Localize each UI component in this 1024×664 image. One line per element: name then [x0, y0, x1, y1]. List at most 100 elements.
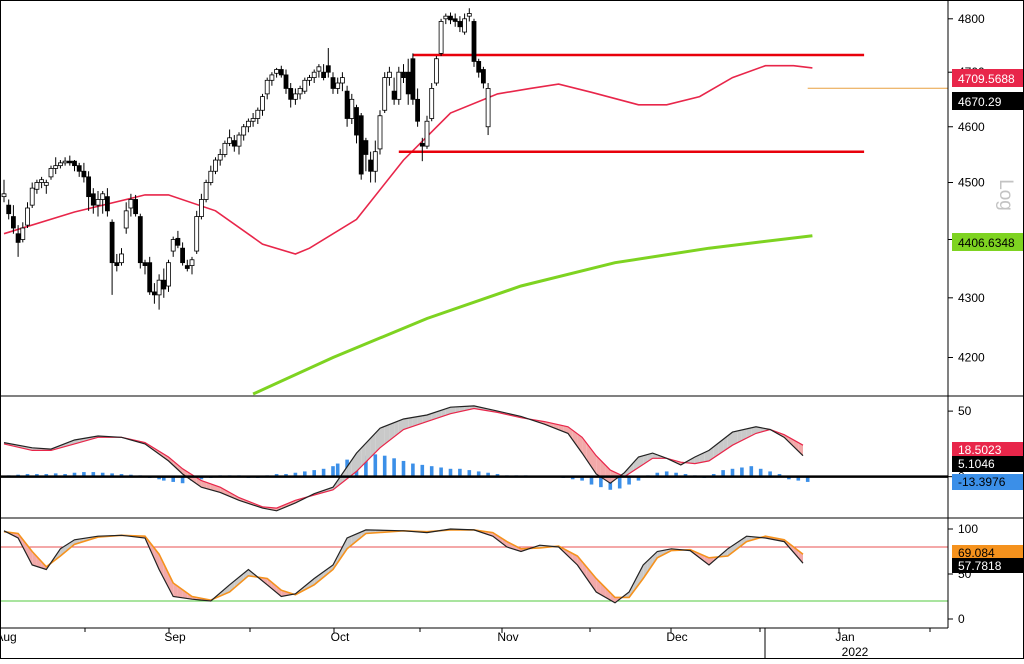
candle-up	[49, 168, 53, 176]
candle-down	[115, 263, 119, 266]
candle-up	[26, 208, 30, 225]
price-value-label: 4670.29	[958, 95, 1002, 109]
candle-down	[279, 70, 283, 75]
candle-up	[251, 118, 255, 121]
candles-group	[2, 8, 490, 309]
candle-down	[402, 72, 406, 77]
hist-bar	[439, 467, 443, 476]
price-panel: 4200430044004500460047004800 4709.568846…	[2, 8, 1024, 394]
candle-up	[256, 110, 260, 118]
candle-up	[467, 14, 471, 17]
stoch-tick-label: 100	[958, 522, 978, 536]
hist-bar	[421, 465, 425, 477]
candle-down	[7, 205, 11, 214]
candle-down	[420, 143, 424, 146]
hist-bar	[750, 466, 754, 476]
x-tick-label: Sep	[164, 630, 186, 644]
hist-bar	[430, 466, 434, 476]
candle-down	[392, 91, 396, 99]
candle-up	[21, 228, 25, 240]
candle-up	[265, 80, 269, 94]
candle-down	[134, 199, 138, 213]
hist-bar	[374, 454, 378, 476]
candle-down	[355, 108, 359, 136]
candle-down	[162, 280, 166, 289]
candle-up	[425, 121, 429, 146]
candle-up	[44, 183, 48, 186]
candle-up	[303, 80, 307, 91]
candle-up	[157, 280, 161, 295]
stoch-k-line	[4, 529, 803, 603]
candle-up	[35, 183, 39, 190]
x-axis: AugSepOctNovDecJan2022	[0, 628, 948, 659]
year-label: 2022	[842, 645, 869, 659]
candle-down	[68, 161, 72, 163]
x-tick-label: Dec	[666, 630, 687, 644]
price-y-axis: 4200430044004500460047004800	[948, 12, 985, 365]
candle-down	[359, 116, 363, 174]
candle-up	[124, 211, 128, 228]
candle-up	[444, 16, 448, 19]
candle-down	[91, 194, 95, 205]
candle-up	[383, 78, 387, 111]
candle-up	[261, 97, 265, 111]
candle-down	[152, 292, 156, 295]
candle-down	[105, 197, 109, 211]
price-tick-label: 4300	[958, 291, 985, 305]
candle-up	[270, 75, 274, 80]
hist-bar	[383, 456, 387, 477]
x-tick-label: Oct	[331, 630, 350, 644]
x-tick-label: Aug	[0, 630, 17, 644]
candle-up	[298, 88, 302, 93]
candle-down	[406, 72, 410, 94]
candle-up	[387, 72, 391, 77]
candle-up	[312, 72, 316, 77]
candle-down	[449, 16, 453, 20]
candle-up	[129, 199, 133, 208]
price-tick-label: 4200	[958, 351, 985, 365]
candle-up	[204, 183, 208, 200]
candle-up	[30, 188, 34, 205]
stoch-d-line	[4, 530, 803, 600]
candle-up	[58, 163, 62, 166]
candle-down	[77, 166, 81, 172]
candle-up	[237, 135, 241, 146]
candle-down	[331, 78, 335, 89]
stoch-value-label: 69.084	[958, 546, 995, 560]
candle-up	[167, 263, 171, 286]
candle-up	[223, 143, 227, 154]
ma200-line	[253, 236, 812, 394]
candle-down	[82, 171, 86, 177]
candle-down	[458, 21, 462, 26]
candle-up	[317, 67, 321, 71]
candle-up	[336, 83, 340, 88]
candle-down	[138, 217, 142, 263]
candle-up	[101, 194, 105, 200]
candle-up	[195, 217, 199, 252]
candle-down	[87, 177, 91, 197]
oscillator-lines	[0, 406, 948, 511]
candle-up	[63, 161, 67, 163]
candle-down	[284, 75, 288, 89]
candle-down	[232, 141, 236, 147]
candle-up	[439, 21, 443, 53]
candle-down	[477, 61, 481, 72]
candle-down	[472, 21, 476, 61]
candle-up	[397, 72, 401, 99]
candle-up	[199, 199, 203, 216]
candle-up	[293, 94, 297, 99]
candle-up	[246, 121, 250, 127]
candle-down	[181, 248, 185, 263]
stoch-value-label: 57.7818	[958, 559, 1002, 573]
candle-up	[218, 154, 222, 160]
candle-up	[171, 240, 175, 252]
candle-up	[40, 180, 44, 183]
